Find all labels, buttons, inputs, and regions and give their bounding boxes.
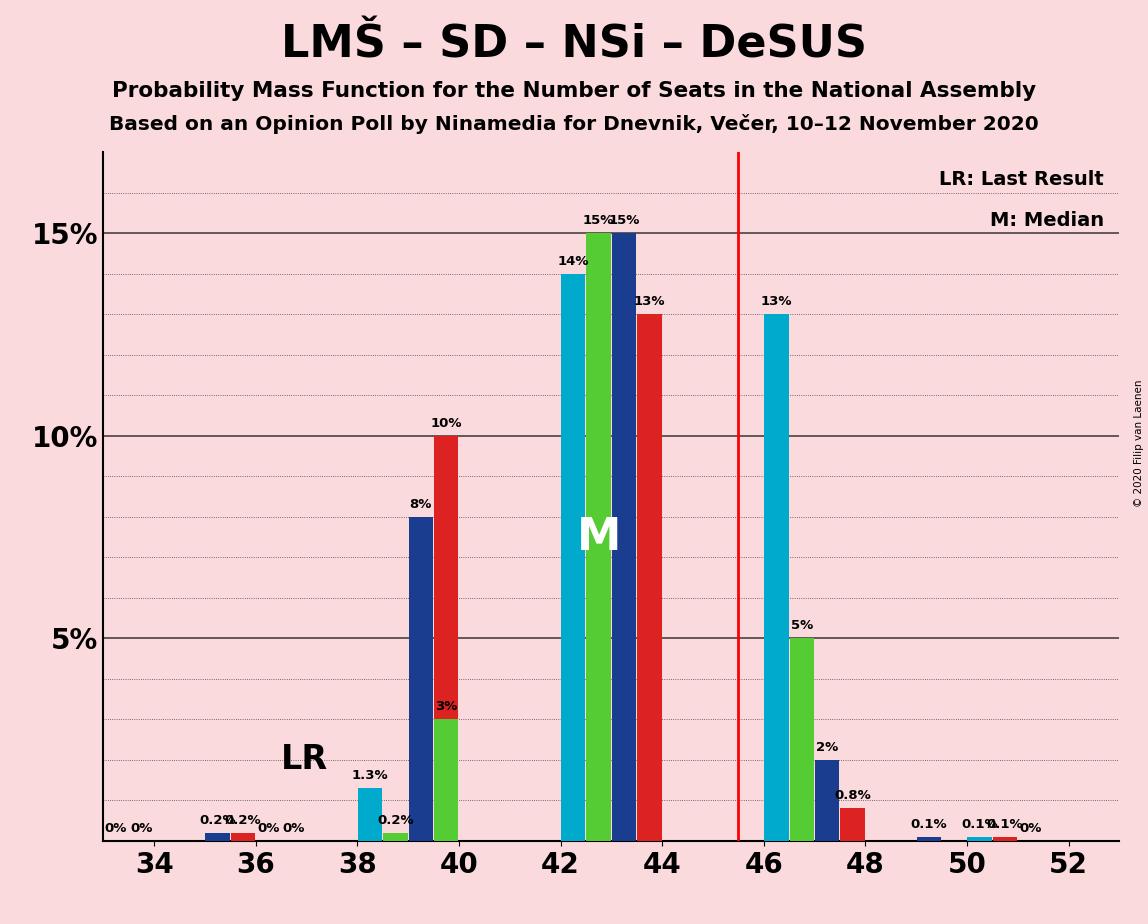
Text: 0.1%: 0.1% [961,818,998,831]
Bar [968,837,992,841]
Bar [916,837,941,841]
Bar [383,833,408,841]
Bar [612,234,636,841]
Text: 14%: 14% [558,255,589,268]
Text: © 2020 Filip van Laenen: © 2020 Filip van Laenen [1134,380,1143,507]
Text: 0.1%: 0.1% [986,818,1023,831]
Bar [637,314,661,841]
Text: 0.2%: 0.2% [200,814,236,827]
Bar [840,808,864,841]
Bar [765,314,789,841]
Bar [231,833,255,841]
Text: 10%: 10% [430,417,461,430]
Text: Probability Mass Function for the Number of Seats in the National Assembly: Probability Mass Function for the Number… [113,81,1035,102]
Text: 0.8%: 0.8% [835,789,871,802]
Bar [434,720,458,841]
Bar [409,517,433,841]
Text: 5%: 5% [791,619,813,632]
Text: 0%: 0% [104,821,127,834]
Text: LMŠ – SD – NSi – DeSUS: LMŠ – SD – NSi – DeSUS [281,23,867,67]
Text: Based on an Opinion Poll by Ninamedia for Dnevnik, Večer, 10–12 November 2020: Based on an Opinion Poll by Ninamedia fo… [109,114,1039,134]
Text: 0.2%: 0.2% [225,814,262,827]
Text: 13%: 13% [761,296,792,309]
Bar [790,638,814,841]
Text: 0%: 0% [257,821,280,834]
Text: 13%: 13% [634,296,665,309]
Text: 15%: 15% [608,214,639,227]
Text: 0%: 0% [282,821,305,834]
Text: LR: Last Result: LR: Last Result [939,170,1104,188]
Text: 2%: 2% [816,741,838,754]
Bar [587,234,611,841]
Text: M: Median: M: Median [990,211,1104,230]
Bar [993,837,1017,841]
Text: 0%: 0% [130,821,153,834]
Bar [205,833,230,841]
Text: 8%: 8% [410,498,432,511]
Bar [358,788,382,841]
Text: 1.3%: 1.3% [351,769,388,782]
Text: 15%: 15% [583,214,614,227]
Text: 0%: 0% [1019,821,1041,834]
Text: M: M [576,516,621,559]
Text: 0.2%: 0.2% [377,814,413,827]
Text: LR: LR [281,743,328,776]
Text: 3%: 3% [435,700,457,713]
Bar [815,760,839,841]
Bar [561,274,585,841]
Text: 0.1%: 0.1% [910,818,947,831]
Bar [434,436,458,841]
